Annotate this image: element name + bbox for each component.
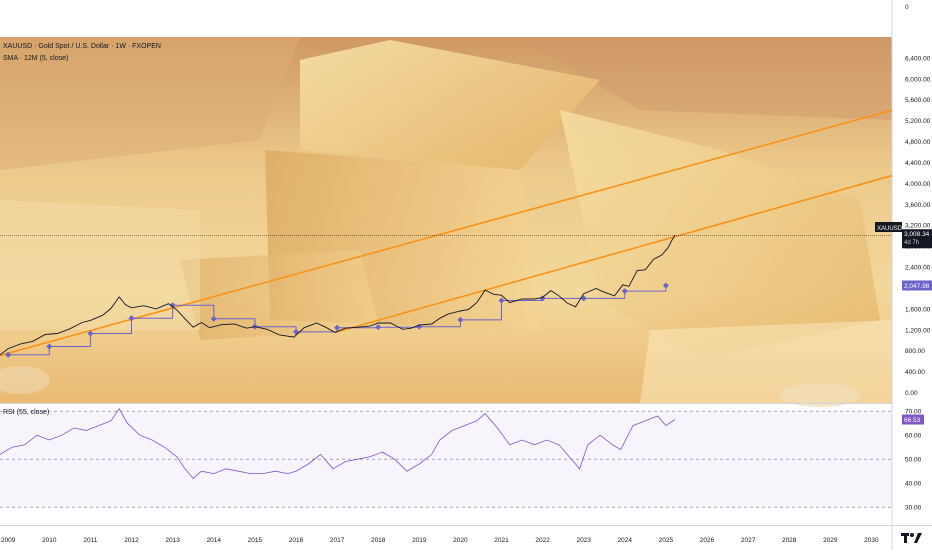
rsi-tick-label: 50.00: [905, 457, 922, 464]
time-tick-label: 2009: [1, 537, 16, 544]
price-tick-label: 0.00: [905, 390, 918, 397]
time-tick-label: 2019: [412, 537, 427, 544]
sma-marker: [539, 295, 546, 302]
rsi-bands: [0, 410, 892, 508]
sma-marker: [169, 302, 176, 309]
rsi-title[interactable]: RSI (55, close): [3, 409, 50, 416]
time-tick-label: 2017: [330, 537, 345, 544]
price-tick-label: 6,000.00: [905, 76, 931, 83]
price-tick-label: 1,600.00: [905, 306, 931, 313]
rsi-line: [0, 408, 676, 479]
price-tick-label: 5,200.00: [905, 118, 931, 125]
time-tick-label: 2027: [741, 537, 756, 544]
axis-top-zero: 0: [905, 4, 909, 11]
price-tick-label: 5,600.00: [905, 97, 931, 104]
price-tick-label: 4,800.00: [905, 139, 931, 146]
price-tick-label: 4,400.00: [905, 160, 931, 167]
time-tick-label: 2029: [823, 537, 838, 544]
sma-marker: [457, 316, 464, 323]
time-tick-label: 2028: [782, 537, 797, 544]
indicator-title[interactable]: SMA · 12M (5, close): [3, 55, 69, 62]
price-badge: 3,008.34 4d 7h: [902, 229, 932, 249]
sma-marker: [210, 315, 217, 322]
trendlines[interactable]: [0, 109, 893, 357]
rsi-tick-label: 70.00: [905, 409, 922, 416]
time-tick-label: 2026: [700, 537, 715, 544]
time-tick-label: 2015: [248, 537, 263, 544]
price-tick-label: 1,200.00: [905, 327, 931, 334]
price-axis[interactable]: 0 0.00400.00800.001,200.001,600.002,000.…: [905, 4, 931, 397]
price-badge-value: 3,008.34: [904, 231, 930, 238]
sma-marker: [128, 315, 135, 322]
sma-marker: [46, 343, 53, 350]
rsi-tick-label: 60.00: [905, 433, 922, 440]
sma-marker: [5, 351, 12, 358]
sma-marker: [87, 330, 94, 337]
time-tick-label: 2014: [207, 537, 222, 544]
time-tick-label: 2013: [165, 537, 180, 544]
price-tick-label: 400.00: [905, 369, 925, 376]
time-tick-label: 2020: [453, 537, 468, 544]
price-tick-label: 4,000.00: [905, 181, 931, 188]
time-tick-label: 2030: [864, 537, 879, 544]
price-tick-label: 3,600.00: [905, 202, 931, 209]
time-tick-label: 2022: [535, 537, 550, 544]
rsi-tick-label: 40.00: [905, 481, 922, 488]
time-tick-label: 2016: [289, 537, 304, 544]
price-tick-label: 2,400.00: [905, 265, 931, 272]
price-line: [0, 235, 676, 356]
time-tick-label: 2011: [83, 537, 97, 544]
sma-badge-value: 2,047.98: [904, 283, 930, 290]
rsi-badge-value: 66.53: [904, 417, 921, 424]
rsi-badge: 66.53: [902, 414, 924, 425]
symbol-badge: XAUUSD: [875, 222, 903, 232]
price-tick-label: 800.00: [905, 348, 925, 355]
sma-badge: 2,047.98: [902, 280, 932, 291]
price-tick-label: 6,400.00: [905, 55, 931, 62]
sma-marker: [621, 288, 628, 295]
time-tick-label: 2023: [576, 537, 591, 544]
time-axis[interactable]: 2009 2010 2011 2012 2013 2014 2015 2016 2017 2018…: [1, 537, 879, 544]
sma-line: [5, 282, 669, 358]
time-tick-label: 2024: [618, 537, 633, 544]
background-image: [0, 37, 892, 407]
countdown-label: 4d 7h: [904, 240, 919, 246]
time-tick-label: 2018: [371, 537, 386, 544]
rsi-axis[interactable]: 30.00 40.00 50.00 60.00 70.00: [905, 409, 922, 512]
time-tick-label: 2021: [494, 537, 509, 544]
trendline-2[interactable]: [334, 174, 893, 334]
tradingview-logo-icon[interactable]: [901, 531, 923, 545]
price-tick-label: 3,200.00: [905, 223, 931, 230]
symbol-title[interactable]: XAUUSD · Gold Spot / U.S. Dollar · 1W · …: [3, 43, 161, 50]
sma-marker: [498, 297, 505, 304]
time-tick-label: 2012: [124, 537, 139, 544]
time-tick-label: 2025: [659, 537, 674, 544]
rsi-tick-label: 30.00: [905, 505, 922, 512]
time-tick-label: 2010: [42, 537, 57, 544]
sma-marker: [375, 324, 382, 331]
symbol-badge-label: XAUUSD: [877, 226, 903, 232]
trendline-1[interactable]: [0, 109, 893, 357]
sma-marker: [662, 282, 669, 289]
sma-marker: [334, 324, 341, 331]
